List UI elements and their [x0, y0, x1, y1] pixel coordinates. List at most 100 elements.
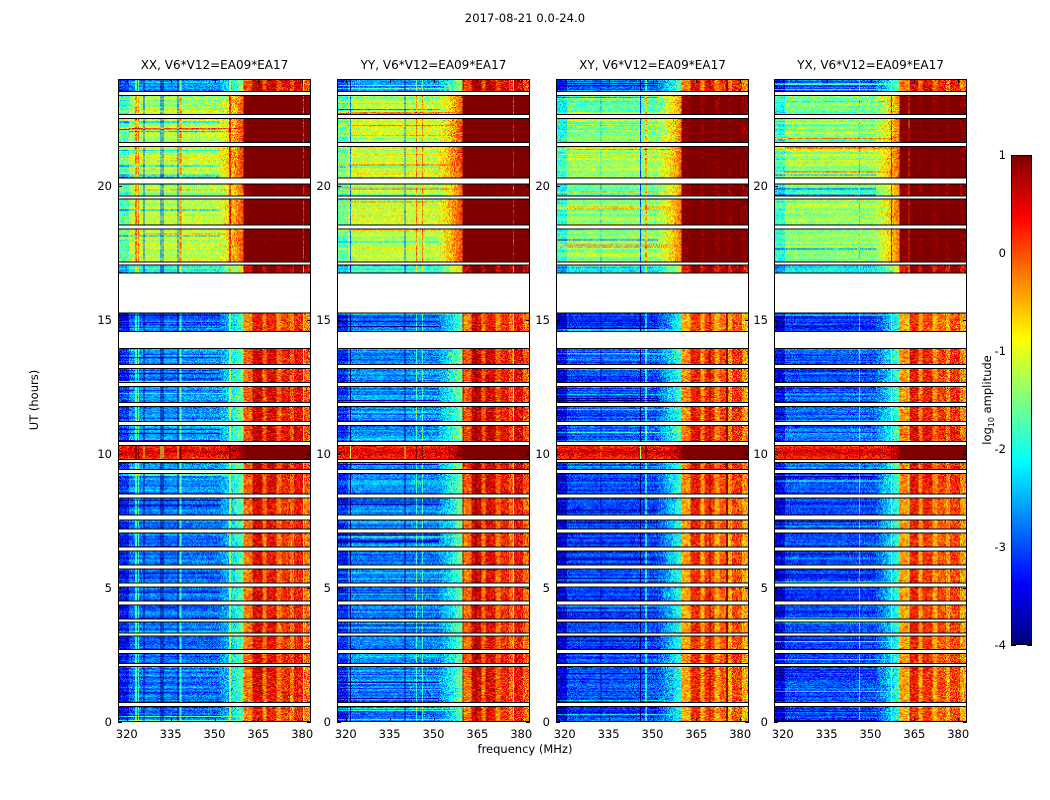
x-tick-mark: [302, 718, 303, 722]
x-tick-label: 380: [947, 727, 970, 741]
y-tick-mark: [963, 186, 967, 187]
colorbar-tick-label: -2: [994, 442, 1006, 456]
x-tick-mark: [914, 79, 915, 83]
y-tick-mark: [556, 454, 560, 455]
y-tick-label: 15: [97, 313, 112, 328]
y-tick-mark: [526, 454, 530, 455]
x-tick-label: 365: [903, 727, 926, 741]
heatmap-panel-yy: [337, 79, 530, 722]
panel-title-yx: YX, V6*V12=EA09*EA17: [797, 58, 944, 72]
y-tick-label: 10: [316, 447, 331, 462]
heatmap-panel-xy: [556, 79, 749, 722]
x-tick-mark: [171, 79, 172, 83]
y-tick-mark: [526, 320, 530, 321]
colorbar-label-text: log: [979, 427, 994, 445]
colorbar-tick-label: -3: [994, 540, 1006, 554]
y-tick-label: 15: [535, 313, 550, 328]
x-tick-mark: [127, 79, 128, 83]
y-tick-mark: [337, 186, 341, 187]
y-tick-mark: [118, 588, 122, 589]
y-tick-mark: [307, 722, 311, 723]
y-tick-mark: [337, 320, 341, 321]
x-tick-label: 335: [597, 727, 620, 741]
y-tick-label: 0: [323, 715, 331, 729]
y-tick-label: 20: [535, 179, 550, 194]
y-tick-mark: [307, 186, 311, 187]
y-tick-mark: [556, 186, 560, 187]
panel-title-xx: XX, V6*V12=EA09*EA17: [140, 58, 289, 72]
y-tick-label: 15: [753, 313, 768, 328]
y-tick-mark: [307, 320, 311, 321]
y-tick-mark: [556, 722, 560, 723]
y-tick-label: 20: [316, 179, 331, 194]
y-tick-mark: [774, 186, 778, 187]
colorbar-tick-label: 0: [998, 246, 1006, 260]
x-tick-mark: [609, 79, 610, 83]
x-tick-label: 335: [378, 727, 401, 741]
y-tick-mark: [526, 722, 530, 723]
y-tick-mark: [307, 454, 311, 455]
heatmap-panel-xx: [118, 79, 311, 722]
x-tick-mark: [783, 79, 784, 83]
x-tick-mark: [477, 79, 478, 83]
colorbar-tick-mark: [1011, 645, 1016, 646]
x-tick-mark: [653, 79, 654, 83]
x-tick-mark: [346, 718, 347, 722]
x-tick-label: 320: [771, 727, 794, 741]
x-tick-label: 320: [334, 727, 357, 741]
x-tick-mark: [653, 718, 654, 722]
heatmap-image-yy: [338, 80, 529, 721]
heatmap-image-yx: [775, 80, 966, 721]
y-tick-mark: [118, 320, 122, 321]
x-tick-label: 380: [510, 727, 533, 741]
y-tick-label: 20: [97, 179, 112, 194]
x-tick-mark: [215, 718, 216, 722]
y-tick-mark: [963, 320, 967, 321]
colorbar-tick-label: -1: [994, 344, 1006, 358]
y-tick-mark: [774, 454, 778, 455]
x-tick-mark: [740, 718, 741, 722]
x-tick-mark: [565, 718, 566, 722]
y-tick-mark: [774, 722, 778, 723]
x-tick-mark: [914, 718, 915, 722]
colorbar-label-subscript: 10: [987, 417, 997, 428]
y-tick-mark: [745, 454, 749, 455]
y-tick-label: 10: [97, 447, 112, 462]
x-tick-label: 320: [115, 727, 138, 741]
colorbar: [1011, 155, 1032, 645]
x-tick-mark: [740, 79, 741, 83]
x-tick-mark: [258, 718, 259, 722]
heatmap-image-xx: [119, 80, 310, 721]
x-tick-label: 350: [859, 727, 882, 741]
y-tick-mark: [963, 588, 967, 589]
x-tick-mark: [434, 718, 435, 722]
x-tick-mark: [302, 79, 303, 83]
panel-title-yy: YY, V6*V12=EA09*EA17: [360, 58, 507, 72]
y-tick-label: 0: [542, 715, 550, 729]
x-tick-label: 350: [641, 727, 664, 741]
y-tick-mark: [745, 320, 749, 321]
y-tick-mark: [774, 588, 778, 589]
x-tick-label: 380: [729, 727, 752, 741]
y-tick-mark: [556, 320, 560, 321]
x-tick-mark: [477, 718, 478, 722]
y-tick-mark: [307, 588, 311, 589]
x-tick-label: 350: [203, 727, 226, 741]
x-axis-label: frequency (MHz): [477, 742, 573, 756]
x-tick-mark: [521, 718, 522, 722]
heatmap-image-xy: [557, 80, 748, 721]
y-tick-mark: [118, 454, 122, 455]
y-tick-label: 15: [316, 313, 331, 328]
y-tick-label: 5: [760, 581, 768, 596]
x-tick-mark: [871, 79, 872, 83]
y-tick-mark: [556, 588, 560, 589]
y-tick-mark: [745, 186, 749, 187]
colorbar-tick-label: 1: [998, 148, 1006, 162]
x-tick-mark: [871, 718, 872, 722]
x-tick-mark: [434, 79, 435, 83]
panel-title-xy: XY, V6*V12=EA09*EA17: [579, 58, 726, 72]
x-tick-label: 335: [159, 727, 182, 741]
y-tick-mark: [745, 722, 749, 723]
y-tick-mark: [526, 588, 530, 589]
